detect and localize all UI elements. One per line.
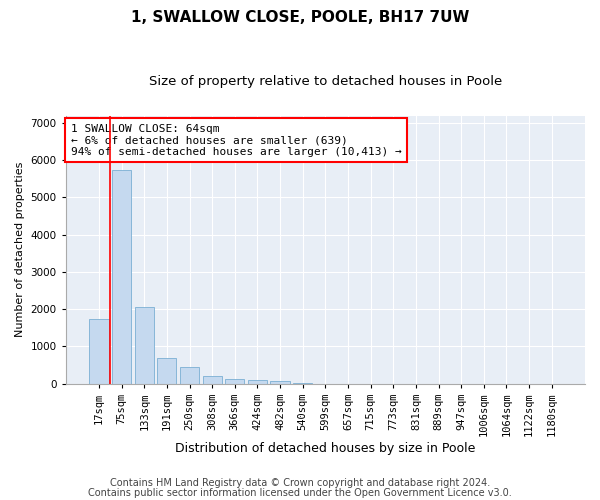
Text: Contains HM Land Registry data © Crown copyright and database right 2024.: Contains HM Land Registry data © Crown c…	[110, 478, 490, 488]
Bar	[203, 376, 222, 384]
Bar	[89, 318, 109, 384]
Text: Contains public sector information licensed under the Open Government Licence v3: Contains public sector information licen…	[88, 488, 512, 498]
Bar	[271, 382, 290, 384]
Title: Size of property relative to detached houses in Poole: Size of property relative to detached ho…	[149, 75, 502, 88]
Bar	[225, 379, 244, 384]
Text: 1, SWALLOW CLOSE, POOLE, BH17 7UW: 1, SWALLOW CLOSE, POOLE, BH17 7UW	[131, 10, 469, 25]
Bar	[134, 308, 154, 384]
Bar	[293, 382, 313, 384]
Y-axis label: Number of detached properties: Number of detached properties	[15, 162, 25, 338]
Bar	[112, 170, 131, 384]
Bar	[157, 358, 176, 384]
X-axis label: Distribution of detached houses by size in Poole: Distribution of detached houses by size …	[175, 442, 476, 455]
Bar	[180, 367, 199, 384]
Text: 1 SWALLOW CLOSE: 64sqm
← 6% of detached houses are smaller (639)
94% of semi-det: 1 SWALLOW CLOSE: 64sqm ← 6% of detached …	[71, 124, 401, 157]
Bar	[248, 380, 267, 384]
